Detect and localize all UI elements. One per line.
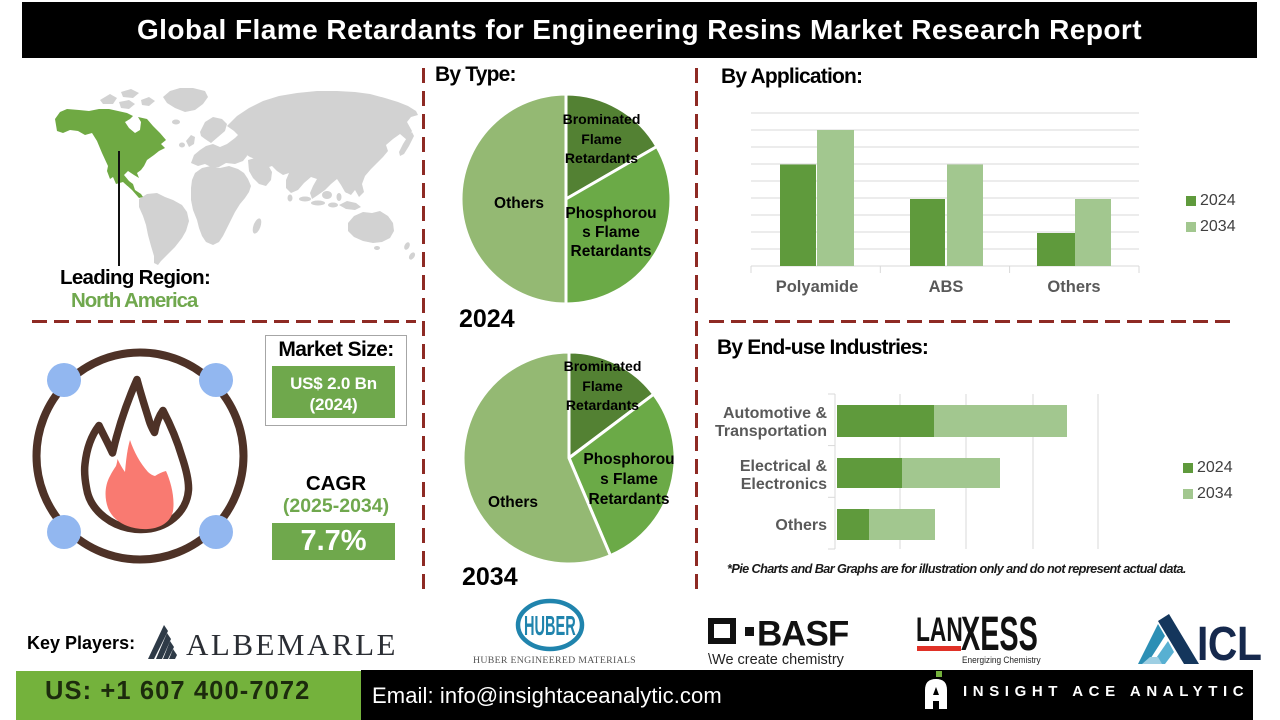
- svg-text:2034: 2034: [1197, 485, 1233, 502]
- svg-text:2024: 2024: [1200, 192, 1236, 209]
- svg-text:Others: Others: [1047, 278, 1100, 296]
- svg-text:Electronics: Electronics: [741, 476, 827, 493]
- svg-text:\We create chemistry: \We create chemistry: [708, 652, 845, 668]
- svg-text:Transportation: Transportation: [715, 423, 827, 440]
- svg-text:ABS: ABS: [929, 278, 964, 296]
- svg-text:Polyamide: Polyamide: [776, 278, 859, 296]
- svg-text:BASF: BASF: [757, 615, 849, 654]
- svg-text:2024: 2024: [1197, 459, 1233, 476]
- svg-text:2034: 2034: [1200, 218, 1236, 235]
- svg-text:Automotive &: Automotive &: [723, 405, 827, 422]
- svg-text:Electrical &: Electrical &: [740, 458, 828, 475]
- svg-text:HUBER: HUBER: [524, 610, 576, 641]
- svg-text:Others: Others: [775, 517, 827, 534]
